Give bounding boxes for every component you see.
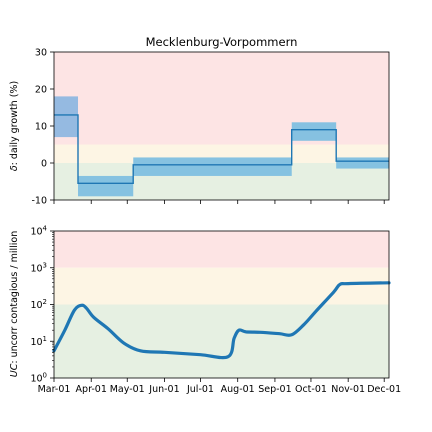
- contagious-y-tick-label-0: 100: [30, 372, 47, 385]
- contagious-y-tick-label-4: 104: [30, 225, 47, 238]
- growth-y-axis-text: : daily growth (%): [9, 81, 20, 166]
- contagious-x-tick-label-0: Mar-01: [38, 384, 71, 395]
- contagious-x-tick-label-2: May-01: [110, 384, 145, 395]
- growth-uncertainty-bands: [54, 96, 389, 197]
- chart-title: Mecklenburg-Vorpommern: [146, 35, 298, 49]
- contagious-x-ticks: Mar-01 Apr-01 May-01 Jun-01 Jul-01 Aug-01 Sep-…: [38, 378, 401, 395]
- contagious-x-tick-label-6: Sep-01: [258, 384, 291, 395]
- contagious-zone-band-2: [54, 304, 389, 378]
- growth-y-tick-label-1: 0: [41, 159, 47, 170]
- growth-y-tick-label-2: 10: [35, 122, 47, 133]
- contagious-zone-band-1: [54, 267, 389, 305]
- contagious-y-ticks: 100 101 102 103 104: [30, 225, 54, 385]
- contagious-y-axis-text: : uncorr contagious / million: [9, 231, 20, 364]
- contagious-y-axis-symbol: UC: [9, 363, 20, 377]
- contagious-y-axis-label: UC: uncorr contagious / million: [9, 231, 20, 378]
- contagious-y-tick-label-1: 101: [30, 335, 47, 348]
- contagious-x-tick-label-8: Nov-01: [331, 384, 365, 395]
- growth-y-tick-label-4: 30: [35, 48, 47, 59]
- growth-band-segment-0: [54, 96, 79, 138]
- contagious-x-tick-label-4: Jul-01: [186, 384, 214, 395]
- growth-y-axis-symbol: δ: [9, 165, 20, 171]
- growth-panel: -10 0 10 20 30 Mecklenburg-Vorpommern δ: dai…: [9, 35, 390, 207]
- contagious-zone-band-0: [54, 231, 389, 268]
- contagious-x-tick-label-1: Apr-01: [76, 384, 107, 395]
- growth-band-segment-4: [336, 157, 389, 169]
- growth-band-segment-3: [291, 122, 337, 141]
- contagious-x-tick-label-7: Oct-01: [295, 384, 327, 395]
- contagious-line: [52, 281, 391, 360]
- growth-band-segment-1: [78, 175, 134, 197]
- growth-zone-band-0: [54, 52, 389, 145]
- contagious-x-tick-label-9: Dec-01: [367, 384, 401, 395]
- growth-y-tick-label-3: 20: [35, 85, 47, 96]
- growth-x-ticks: [53, 200, 385, 204]
- contagious-zone-bands: [54, 231, 389, 378]
- growth-y-axis-label: δ: daily growth (%): [9, 81, 20, 171]
- contagious-y-tick-label-2: 102: [30, 298, 47, 311]
- growth-y-tick-label-0: -10: [31, 196, 47, 207]
- growth-y-ticks: -10 0 10 20 30: [31, 48, 54, 207]
- contagious-y-tick-label-3: 103: [30, 261, 47, 274]
- contagious-x-tick-label-5: Aug-01: [221, 384, 255, 395]
- contagious-panel: 100 101 102 103 104 Mar-01 Apr-01 May-01 Jun-01…: [9, 225, 401, 396]
- growth-step-line: [54, 114, 389, 184]
- contagious-x-tick-label-3: Jun-01: [148, 384, 179, 395]
- growth-band-segment-2: [133, 157, 292, 176]
